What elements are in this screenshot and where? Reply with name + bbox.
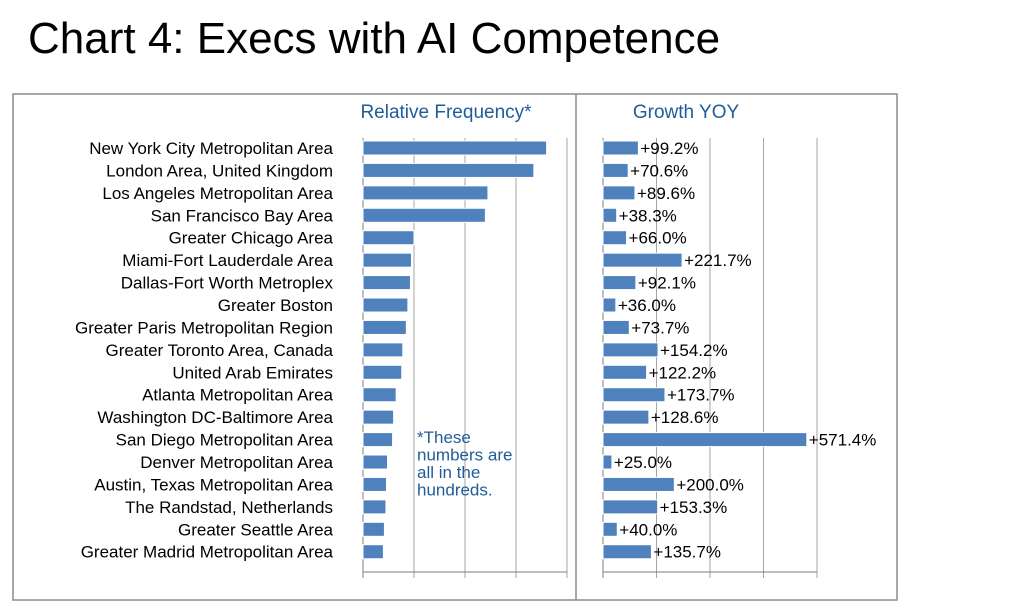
growth-data-label: +89.6% bbox=[637, 184, 695, 203]
growth-bar bbox=[602, 162, 629, 178]
category-label: The Randstad, Netherlands bbox=[125, 498, 333, 517]
category-label: Greater Boston bbox=[218, 296, 333, 315]
freq-bar bbox=[362, 230, 415, 246]
category-label: Atlanta Metropolitan Area bbox=[142, 386, 333, 405]
growth-data-label: +73.7% bbox=[631, 318, 689, 337]
growth-data-label: +154.2% bbox=[660, 341, 728, 360]
growth-data-label: +92.1% bbox=[638, 274, 696, 293]
growth-bars bbox=[602, 140, 808, 560]
footnote-line: all in the bbox=[417, 463, 480, 482]
growth-data-label: +200.0% bbox=[676, 475, 744, 494]
category-label: San Francisco Bay Area bbox=[151, 206, 334, 225]
freq-bar bbox=[362, 544, 384, 560]
category-label: Greater Paris Metropolitan Region bbox=[75, 318, 333, 337]
freq-bar bbox=[362, 319, 407, 335]
growth-bar bbox=[602, 140, 639, 156]
freq-panel-title: Relative Frequency* bbox=[360, 102, 532, 123]
category-label: Greater Seattle Area bbox=[178, 520, 334, 539]
growth-bar bbox=[602, 387, 666, 403]
freq-bar bbox=[362, 409, 395, 425]
growth-data-label: +128.6% bbox=[651, 408, 719, 427]
footnote-line: numbers are bbox=[417, 446, 512, 465]
freq-bar bbox=[362, 454, 388, 470]
growth-bar bbox=[602, 432, 808, 448]
growth-bar bbox=[602, 185, 636, 201]
freq-bar bbox=[362, 162, 535, 178]
growth-data-label: +571.4% bbox=[809, 431, 877, 450]
chart-frame bbox=[12, 93, 898, 601]
growth-bar bbox=[602, 207, 618, 223]
growth-bar bbox=[602, 297, 617, 313]
growth-data-label: +70.6% bbox=[630, 161, 688, 180]
category-label: Greater Toronto Area, Canada bbox=[106, 341, 334, 360]
category-label: Denver Metropolitan Area bbox=[140, 453, 333, 472]
growth-bar bbox=[602, 476, 675, 492]
footnote-line: *These bbox=[417, 428, 471, 447]
growth-data-labels: +99.2% +70.6% +89.6% +38.3% +66.0% +221.7% +92… bbox=[614, 139, 876, 562]
freq-bar bbox=[362, 387, 397, 403]
growth-bar bbox=[602, 521, 618, 537]
growth-data-label: +25.0% bbox=[614, 453, 672, 472]
freq-bar bbox=[362, 297, 409, 313]
freq-bar bbox=[362, 207, 486, 223]
freq-bar bbox=[362, 499, 387, 515]
growth-bar bbox=[602, 364, 648, 380]
freq-bar bbox=[362, 275, 411, 291]
freq-bar bbox=[362, 252, 412, 268]
growth-data-label: +38.3% bbox=[619, 206, 677, 225]
category-label: Washington DC-Baltimore Area bbox=[97, 408, 333, 427]
growth-data-label: +40.0% bbox=[619, 520, 677, 539]
growth-panel-title: Growth YOY bbox=[633, 102, 740, 123]
growth-bar bbox=[602, 230, 628, 246]
freq-bar bbox=[362, 140, 548, 156]
growth-bar bbox=[602, 319, 630, 335]
freq-bar bbox=[362, 185, 489, 201]
freq-bars bbox=[362, 140, 548, 560]
footnote-line: hundreds. bbox=[417, 481, 493, 500]
category-label: Miami-Fort Lauderdale Area bbox=[122, 251, 333, 270]
growth-data-label: +36.0% bbox=[618, 296, 676, 315]
freq-bar bbox=[362, 476, 387, 492]
category-label: United Arab Emirates bbox=[172, 363, 333, 382]
freq-bar bbox=[362, 364, 403, 380]
growth-data-label: +66.0% bbox=[629, 229, 687, 248]
category-label: London Area, United Kingdom bbox=[106, 161, 333, 180]
category-label: New York City Metropolitan Area bbox=[89, 139, 333, 158]
growth-bar bbox=[602, 275, 637, 291]
growth-data-label: +173.7% bbox=[667, 386, 735, 405]
growth-data-label: +135.7% bbox=[653, 543, 721, 562]
freq-bar bbox=[362, 521, 385, 537]
growth-data-label: +99.2% bbox=[640, 139, 698, 158]
growth-bar bbox=[602, 499, 659, 515]
category-label: Los Angeles Metropolitan Area bbox=[102, 184, 333, 203]
freq-bar bbox=[362, 432, 394, 448]
growth-data-label: +221.7% bbox=[684, 251, 752, 270]
growth-bar bbox=[602, 409, 650, 425]
category-label: Greater Madrid Metropolitan Area bbox=[81, 543, 334, 562]
category-labels: New York City Metropolitan Area London Ar… bbox=[75, 139, 334, 562]
growth-data-label: +153.3% bbox=[660, 498, 728, 517]
page-title: Chart 4: Execs with AI Competence bbox=[28, 14, 721, 63]
grid-layer bbox=[362, 138, 818, 578]
growth-bar bbox=[602, 342, 659, 358]
category-label: Austin, Texas Metropolitan Area bbox=[94, 475, 333, 494]
category-label: Greater Chicago Area bbox=[169, 229, 334, 248]
category-label: Dallas-Fort Worth Metroplex bbox=[121, 274, 334, 293]
freq-bar bbox=[362, 342, 404, 358]
growth-data-label: +122.2% bbox=[649, 363, 717, 382]
growth-bar bbox=[602, 252, 683, 268]
growth-bar bbox=[602, 544, 652, 560]
category-label: San Diego Metropolitan Area bbox=[116, 431, 334, 450]
growth-bar bbox=[602, 454, 613, 470]
